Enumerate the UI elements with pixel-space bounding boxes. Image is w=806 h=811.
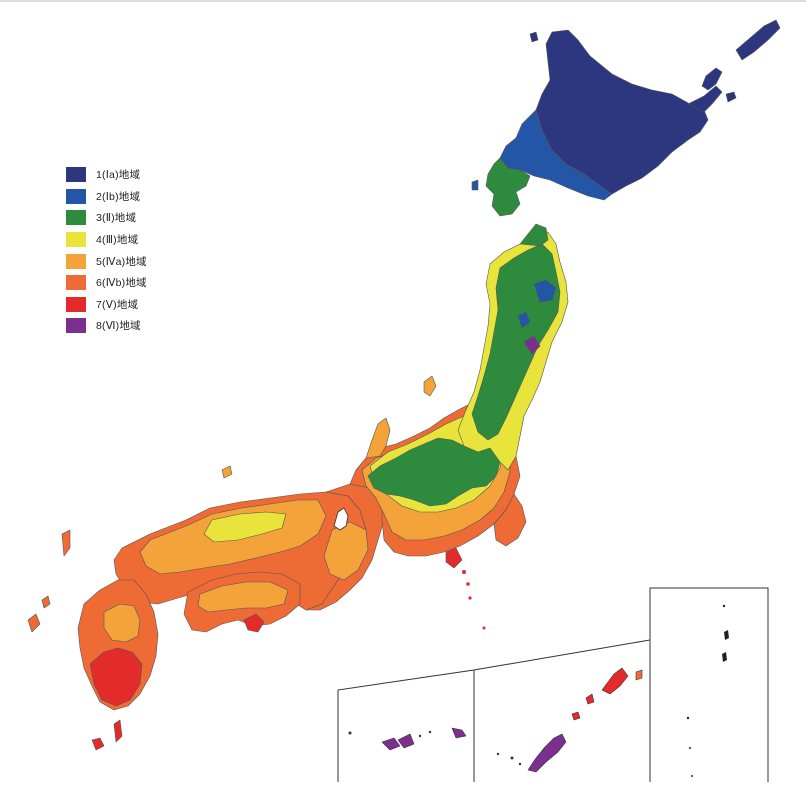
zone6-iki [41,595,51,609]
legend-label: 1(Ⅰa)地域 [96,169,141,182]
zone3-shimokita [519,223,549,247]
zone2-hokkaido-west [499,109,613,201]
zone7-amami [601,667,629,695]
inset-okinawa-amami [496,667,643,773]
legend-item-zone-8: 8(Ⅵ)地域 [66,315,147,337]
zone1-rishiri [529,31,539,43]
lake-biwa [333,507,349,531]
sakishima-dot-3 [428,730,432,734]
zone8-iriomote [397,733,415,749]
zone2-tohoku-patch [533,279,557,303]
zone5-shikoku-interior [197,581,289,613]
zone6-goto [27,613,41,633]
legend-swatch [66,275,86,291]
zone8-okinawa-main [527,733,567,773]
zone7-okinoerabu [571,711,581,721]
legend-item-zone-2: 2(Ⅰb)地域 [66,186,147,208]
zone8-tohoku-patch [523,335,541,355]
zone1-hokkaido-east-tip [687,85,723,113]
legend-label: 5(Ⅳa)地域 [96,255,147,268]
zone2-okushiri [471,179,479,191]
okinawa-dot-2 [518,762,522,766]
legend-label: 8(Ⅵ)地域 [96,320,141,333]
sakishima-dot-1 [348,731,352,735]
zone6-boso [493,493,527,547]
legend: 1(Ⅰa)地域 2(Ⅰb)地域 3(Ⅱ)地域 4(Ⅲ)地域 5(Ⅳa)地域 6(… [66,164,147,337]
ogasawara-hahajima [722,652,727,662]
izu-island-1 [462,570,466,574]
legend-label: 7(Ⅴ)地域 [96,298,139,311]
okinawa-dot-3 [496,752,500,756]
ogasawara-dot-1 [722,604,726,608]
legend-item-zone-4: 4(Ⅲ)地域 [66,229,147,251]
region-honshu [113,223,569,630]
ogasawara-dot-4 [691,775,693,777]
legend-swatch [66,318,86,334]
sakishima-dot-2 [418,734,422,738]
zone8-miyako [451,727,467,739]
region-shikoku [183,571,301,633]
legend-label: 4(Ⅲ)地域 [96,234,139,247]
region-kyushu [27,529,159,751]
zone1-kuril-etorofu [735,19,781,61]
zone7-izu [445,547,463,569]
legend-label: 6(Ⅳb)地域 [96,277,147,290]
ogasawara-dot-2 [686,716,690,720]
legend-label: 3(Ⅱ)地域 [96,212,137,225]
ogasawara-dot-3 [689,747,691,749]
legend-item-zone-6: 6(Ⅳb)地域 [66,272,147,294]
izu-island-2 [466,582,470,586]
zone7-tokunoshima [585,693,595,705]
izu-island-4 [482,626,486,630]
legend-item-zone-1: 1(Ⅰa)地域 [66,164,147,186]
inset-sakishima [348,727,467,751]
inset-frames [337,587,769,782]
zone1-hokkaido-main [535,29,709,195]
region-hokkaido [471,19,781,217]
ogasawara-chichijima [724,630,729,640]
zone5-kyushu-mountains [103,603,141,643]
zone3-hokkaido-oshima [485,157,531,217]
zone1-kuril-shikotan [725,91,737,103]
zone5-sado [423,375,437,397]
zone7-yakushima [91,737,105,751]
legend-swatch [66,296,86,312]
izu-island-3 [468,596,472,600]
inset-ogasawara [686,604,729,777]
legend-swatch [66,253,86,269]
legend-item-zone-3: 3(Ⅱ)地域 [66,207,147,229]
legend-swatch [66,210,86,226]
legend-label: 2(Ⅰb)地域 [96,190,141,203]
zone8-ishigaki [381,737,401,751]
zone5-oki [221,465,233,479]
legend-item-zone-7: 7(Ⅴ)地域 [66,294,147,316]
legend-item-zone-5: 5(Ⅳa)地域 [66,250,147,272]
zone7-shikoku-coast [243,613,265,633]
okinawa-dot-1 [510,756,514,760]
zone7-kyushu-south [89,647,143,707]
zone6-tsushima [61,529,71,557]
legend-swatch [66,167,86,183]
legend-swatch [66,188,86,204]
zone5-noto [365,417,391,459]
zone7-tanegashima [113,719,123,743]
zone1-kuril-kunashiri [701,67,723,91]
zone4-chugoku-mountains [203,511,287,543]
zone5-kii-mountains [323,521,369,581]
legend-swatch [66,232,86,248]
zone3-japan-alps [367,437,501,507]
zone6-tokara [635,669,643,681]
zone2-tohoku-patch-small [517,311,531,329]
